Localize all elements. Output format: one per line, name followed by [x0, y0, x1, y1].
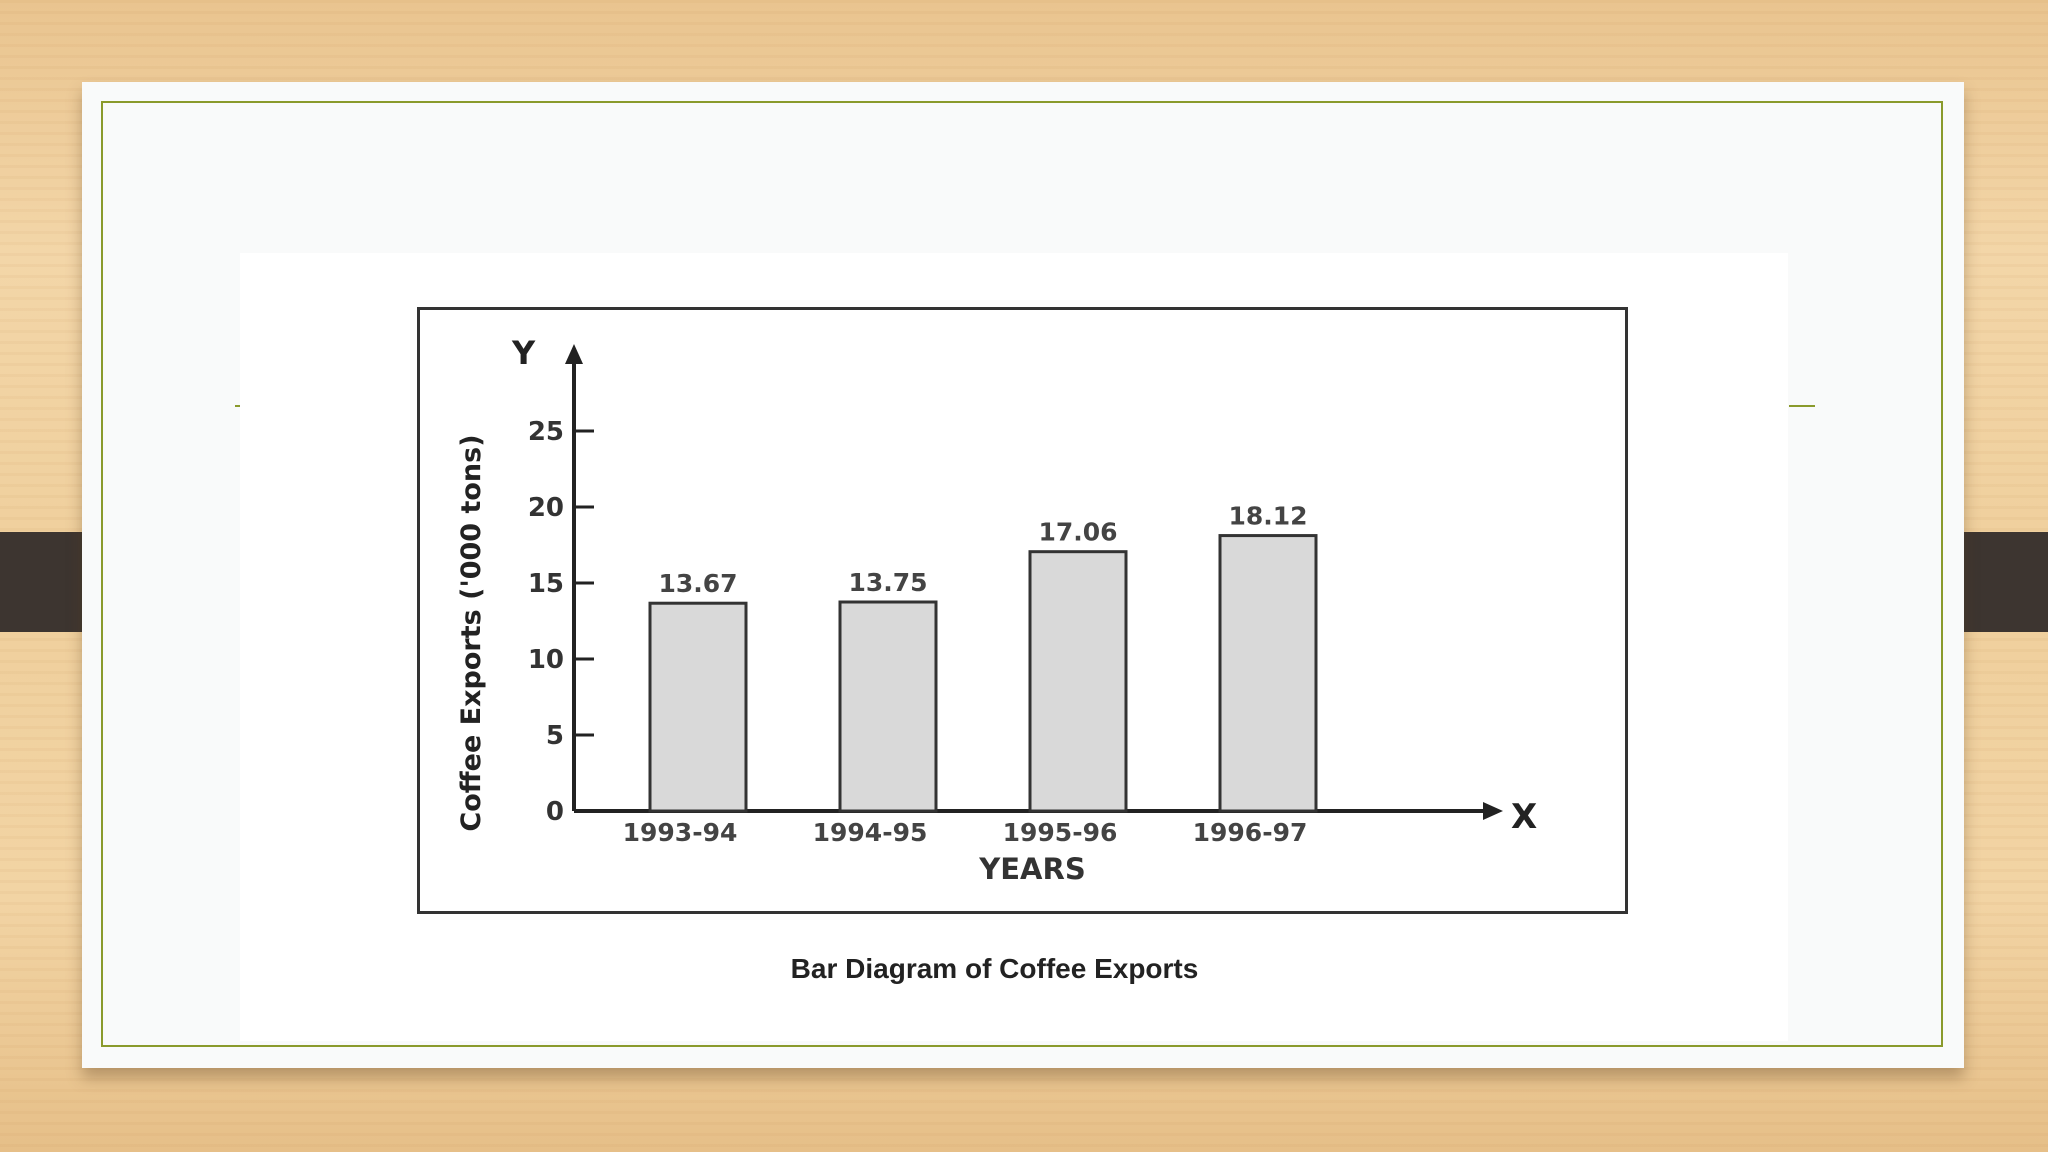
data-label: 18.12 [1228, 502, 1307, 531]
bar-1993-94 [648, 601, 748, 813]
bar-1994-95 [838, 600, 938, 813]
bar-1996-97 [1218, 534, 1318, 813]
x-axis-letter: X [1511, 797, 1537, 837]
bar-1995-96 [1028, 550, 1128, 813]
bar-chart: X Y 0 5 10 15 20 25 Coffee Exports ('000 tons) 13… [456, 334, 1537, 886]
accent-line-left [235, 405, 241, 407]
x-tick-label: 1995-96 [1003, 818, 1118, 847]
x-tick-label: 1994-95 [813, 818, 928, 847]
chart-caption: Bar Diagram of Coffee Exports [790, 953, 1199, 984]
y-tick-label: 15 [528, 569, 564, 599]
x-axis-arrow-icon [1483, 802, 1503, 820]
data-label: 13.67 [658, 569, 737, 598]
y-tick-label: 10 [528, 645, 564, 675]
y-tick-label: 5 [546, 721, 564, 751]
x-tick-label: 1996-97 [1193, 818, 1308, 847]
x-tick-label: 1993-94 [623, 818, 738, 847]
x-axis-label: YEARS [978, 852, 1085, 886]
accent-line-right [1789, 405, 1815, 407]
slide-border [101, 101, 1943, 1047]
data-label: 13.75 [848, 568, 927, 597]
y-tick-label: 0 [546, 797, 564, 827]
data-label: 17.06 [1038, 518, 1117, 547]
chart-frame: X Y 0 5 10 15 20 25 Coffee Exports ('000 tons) 13… [417, 307, 1628, 914]
y-tick-label: 25 [528, 417, 564, 447]
chart-picture: X Y 0 5 10 15 20 25 Coffee Exports ('000 tons) 13… [240, 253, 1788, 1041]
y-axis-letter: Y [511, 334, 536, 372]
y-axis-arrow-icon [565, 344, 583, 364]
y-axis-label: Coffee Exports ('000 tons) [456, 434, 487, 831]
y-tick-label: 20 [528, 493, 564, 523]
